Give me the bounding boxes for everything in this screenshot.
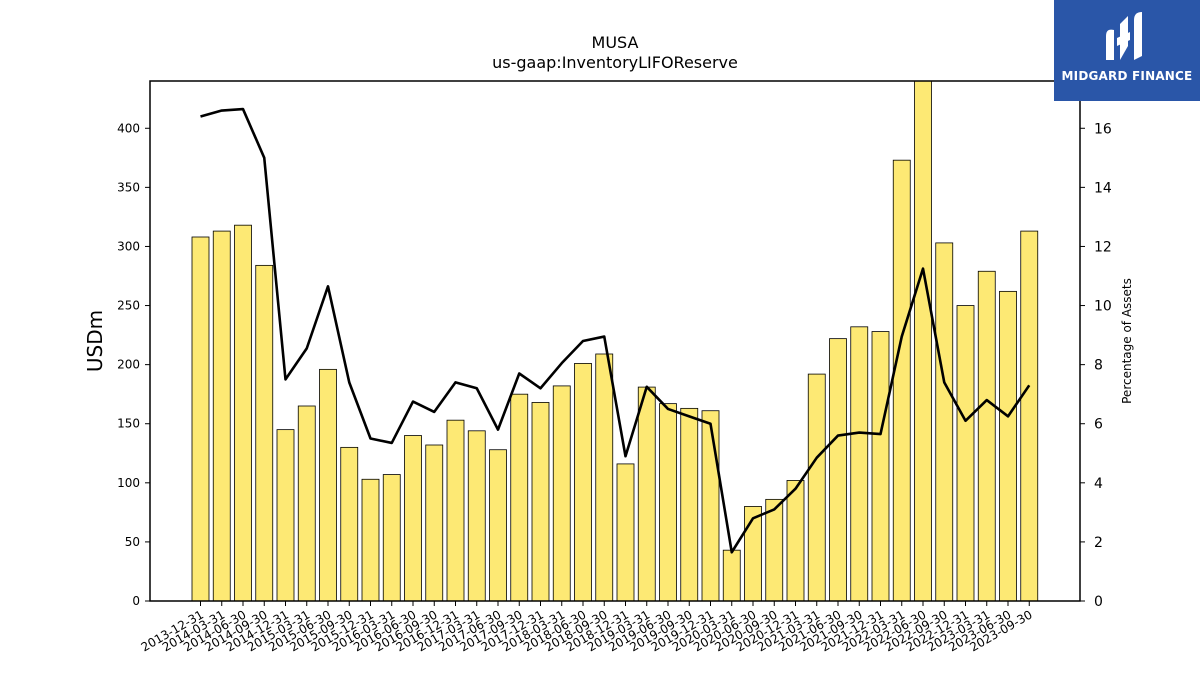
bar-2015-12-31: [361, 478, 380, 602]
bar-2015-06-30: [319, 368, 337, 602]
bar-2017-09-30: [510, 393, 529, 602]
logo-mark-icon: [1106, 12, 1142, 60]
y2-tick-label: 2: [1094, 535, 1103, 551]
bar-2013-12-31: [191, 236, 210, 602]
y2-tick-label: 6: [1094, 417, 1103, 433]
y-tick-label: 350: [117, 180, 140, 194]
y2-tick-label: 14: [1094, 180, 1112, 196]
bar-2021-03-31: [807, 373, 826, 602]
y-tick-label: 150: [117, 417, 140, 431]
bar-2018-12-31: [616, 463, 635, 602]
bar-2016-03-31: [382, 474, 401, 602]
logo-text: MIDGARD FINANCE: [1061, 69, 1193, 83]
bar-2019-06-30: [659, 403, 677, 602]
bar-2014-06-30: [234, 224, 252, 602]
plot-frame: [149, 80, 1081, 602]
bar-2020-09-30: [765, 498, 784, 602]
bar-2016-06-30: [404, 435, 422, 602]
bar-2019-12-31: [701, 410, 720, 602]
bar-series: [191, 80, 1039, 602]
bar-2020-03-31: [722, 549, 741, 602]
bar-2022-09-30: [935, 242, 954, 602]
y-tick-label: 200: [117, 358, 140, 372]
y-tick-label: 0: [132, 594, 140, 608]
bar-2017-12-31: [531, 402, 550, 602]
bar-2022-12-31: [956, 305, 975, 602]
right-axis: 0 2 4 6 8 10 12 14 16: [1080, 121, 1112, 610]
y2-tick-label: 4: [1094, 476, 1103, 492]
bar-2017-03-31: [467, 430, 486, 602]
bar-2021-06-30: [829, 338, 847, 602]
bar-2014-12-31: [276, 429, 295, 602]
bar-2019-03-31: [637, 386, 656, 602]
bar-2018-09-30: [595, 353, 614, 602]
y2-tick-label: 0: [1094, 594, 1103, 610]
bar-2021-09-30: [850, 326, 869, 602]
y2-tick-label: 12: [1094, 239, 1112, 255]
bar-2015-03-31: [297, 405, 316, 602]
y-tick-label: 100: [117, 476, 140, 490]
bar-2023-03-31: [977, 270, 996, 602]
y2-tick-label: 8: [1094, 358, 1103, 374]
y-tick-label: 50: [125, 535, 140, 549]
left-axis: 0 50 100 150 200 250 300 350 400: [117, 121, 150, 608]
y2-axis-label: Percentage of Assets: [1120, 278, 1134, 404]
bar-2021-12-31: [871, 331, 890, 602]
bar-2020-12-31: [786, 480, 805, 602]
bar-2015-09-30: [340, 446, 359, 602]
bar-2022-06-30: [914, 80, 932, 602]
bar-2018-03-31: [552, 385, 571, 602]
bar-2023-06-30: [999, 290, 1017, 602]
midgard-finance-logo: MIDGARD FINANCE: [1054, 0, 1200, 101]
chart-subtitle: us-gaap:InventoryLIFOReserve: [492, 53, 738, 72]
bar-2016-09-30: [425, 444, 444, 602]
y2-tick-label: 10: [1094, 299, 1112, 315]
y-tick-label: 250: [117, 299, 140, 313]
x-axis: 2013-12-312014-03-312014-06-302014-09-30…: [139, 601, 1035, 654]
bar-2017-06-30: [489, 449, 507, 602]
bar-2014-03-31: [212, 230, 231, 602]
bar-2014-09-30: [255, 264, 274, 602]
bar-2023-09-30: [1020, 230, 1039, 602]
bar-2022-03-31: [892, 159, 911, 602]
y2-tick-label: 16: [1094, 121, 1112, 137]
bar-2019-09-30: [680, 407, 699, 602]
y-tick-label: 300: [117, 239, 140, 253]
bar-2016-12-31: [446, 419, 465, 602]
chart-title: MUSA: [592, 33, 639, 52]
y-tick-label: 400: [117, 121, 140, 135]
bar-2018-06-30: [574, 363, 592, 602]
line-series: [200, 107, 1031, 554]
y-axis-label: USDm: [83, 310, 107, 372]
